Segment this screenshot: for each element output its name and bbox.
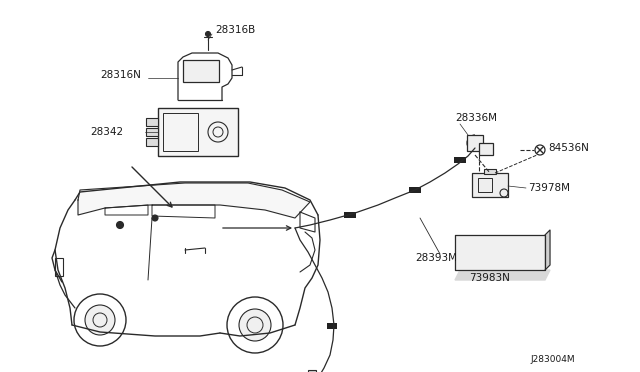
Bar (146, 118, 158, 126)
Text: 84536N: 84536N (548, 143, 589, 153)
Text: 28336M: 28336M (455, 113, 497, 123)
Circle shape (205, 32, 211, 36)
Bar (327, 323, 337, 329)
Circle shape (239, 309, 271, 341)
Bar (163, 113, 198, 151)
Text: 28342: 28342 (90, 127, 123, 137)
Bar (454, 157, 466, 163)
Bar (479, 143, 493, 155)
Polygon shape (545, 230, 550, 270)
Bar (158, 108, 238, 156)
Bar (472, 173, 508, 197)
Text: J283004M: J283004M (530, 356, 575, 365)
Bar (183, 60, 219, 82)
Bar (478, 178, 492, 192)
Text: 28316N: 28316N (100, 70, 141, 80)
Circle shape (85, 305, 115, 335)
Text: 28393M: 28393M (415, 253, 457, 263)
Text: 73983N: 73983N (470, 273, 511, 283)
Bar (344, 212, 356, 218)
Bar (484, 169, 496, 174)
Text: 73978M: 73978M (528, 183, 570, 193)
Polygon shape (78, 183, 310, 218)
Bar (146, 128, 158, 136)
Circle shape (152, 215, 158, 221)
Bar (146, 138, 158, 146)
Bar (409, 187, 421, 193)
Polygon shape (455, 270, 550, 280)
Bar (308, 370, 316, 372)
Polygon shape (455, 235, 545, 270)
Bar (467, 135, 483, 151)
Text: 28316B: 28316B (215, 25, 255, 35)
Circle shape (116, 221, 124, 228)
Bar (55, 258, 63, 276)
